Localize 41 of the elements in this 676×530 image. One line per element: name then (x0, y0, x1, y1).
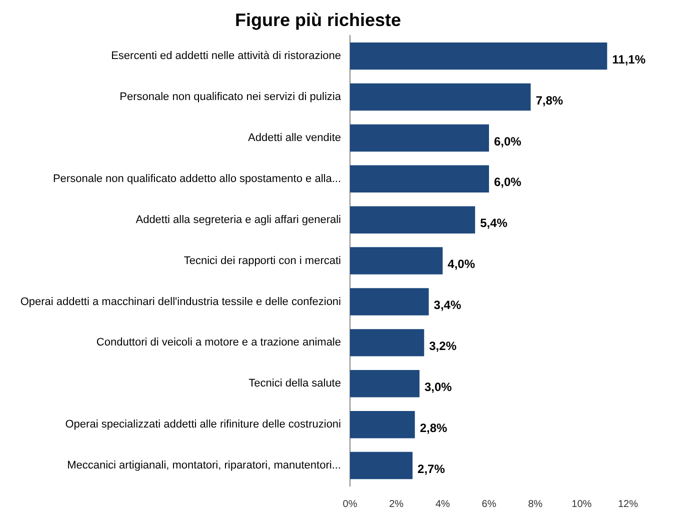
data-label: 7,8% (536, 93, 564, 108)
data-label: 2,8% (420, 420, 448, 435)
bar (350, 329, 424, 356)
y-tick-label: Operai addetti a macchinari dell'industria tessile e delle confezioni (20, 296, 341, 308)
data-label: 5,4% (480, 216, 508, 230)
y-tick-label: Tecnici della salute (248, 378, 341, 390)
data-label: 4,0% (448, 257, 476, 272)
data-label: 3,4% (434, 298, 462, 312)
data-label: 11,1% (612, 52, 646, 66)
y-tick-label: Esercenti ed addetti nelle attività di ristorazione (111, 50, 341, 62)
y-tick-label: Tecnici dei rapporti con i mercati (184, 254, 341, 267)
y-tick-label: Operai specializzati addetti alle rifiniture delle costruzioni (65, 418, 341, 431)
data-label: 3,2% (429, 339, 457, 354)
x-tick-label: 8% (528, 498, 543, 510)
data-label: 6,0% (494, 134, 522, 148)
bar (350, 83, 531, 111)
bar (350, 288, 429, 316)
y-tick-label: Addetti alla segreteria e agli affari generali (136, 214, 341, 226)
data-label: 6,0% (494, 175, 522, 190)
bar (350, 247, 443, 274)
x-tick-label: 2% (389, 498, 404, 510)
bar (350, 124, 489, 152)
y-tick-label: Conduttori di veicoli a motore e a trazione animale (96, 336, 341, 349)
data-label: 2,7% (418, 462, 446, 476)
chart-title: Figure più richieste (234, 10, 402, 30)
bar (350, 452, 413, 480)
x-tick-label: 10% (572, 498, 592, 510)
y-tick-label: Addetti alle vendite (248, 132, 341, 144)
y-tick-label: Personale non qualificato addetto allo spostamento e alla... (52, 172, 341, 185)
x-tick-label: 6% (482, 498, 496, 510)
bar (350, 370, 420, 398)
x-tick-label: 0% (342, 498, 358, 510)
y-tick-label: Personale non qualificato nei servizi di pulizia (120, 91, 342, 104)
bar (350, 206, 476, 234)
bar (350, 165, 489, 193)
x-tick-label: 4% (435, 498, 450, 510)
bar (350, 410, 415, 438)
bar (350, 42, 608, 70)
y-tick-label: Meccanici artigianali, montatori, riparatori, manutentori... (67, 460, 341, 472)
data-label: 3,0% (424, 380, 452, 394)
x-tick-label: 12% (618, 498, 638, 510)
